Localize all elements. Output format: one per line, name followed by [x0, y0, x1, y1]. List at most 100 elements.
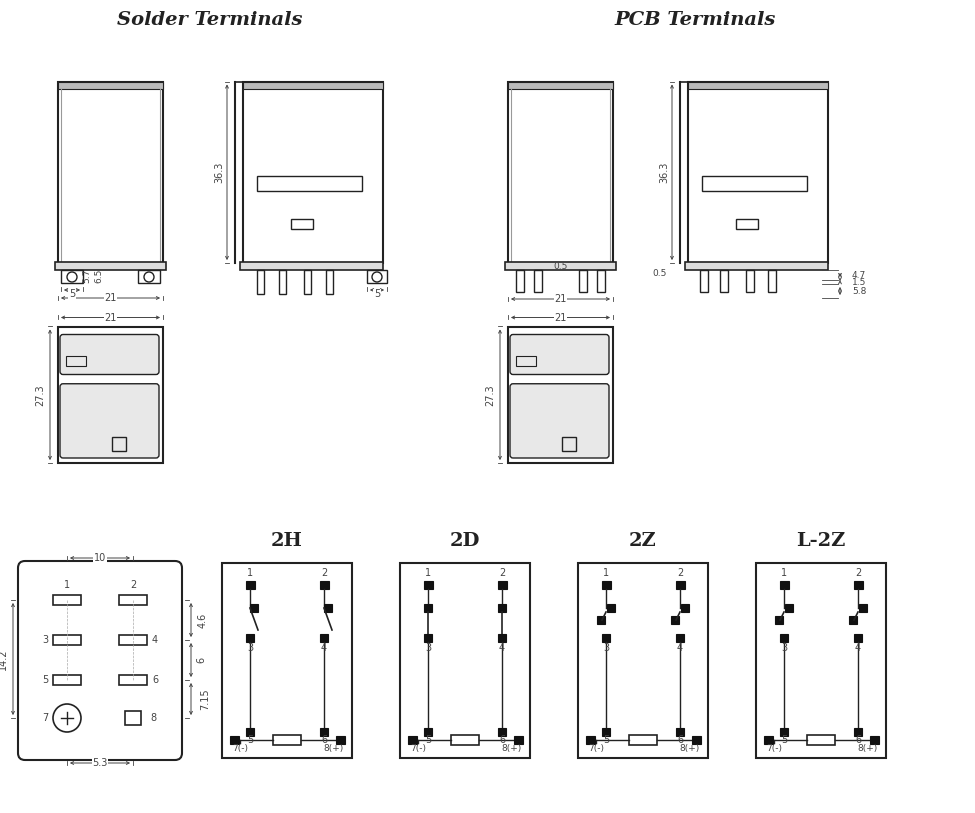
Bar — [854, 581, 863, 589]
Bar — [578, 563, 708, 758]
Bar — [119, 595, 147, 605]
Text: 36.3: 36.3 — [659, 162, 669, 183]
Text: 21: 21 — [104, 293, 117, 303]
Bar — [505, 262, 616, 270]
Bar — [246, 581, 255, 589]
Bar — [514, 736, 523, 744]
Bar — [53, 635, 81, 645]
FancyBboxPatch shape — [60, 334, 159, 375]
Bar — [125, 711, 141, 725]
Text: 4.6: 4.6 — [198, 612, 208, 628]
Bar — [408, 736, 417, 744]
Text: 2: 2 — [855, 568, 861, 578]
Text: 4: 4 — [677, 643, 683, 653]
Text: 1: 1 — [425, 568, 431, 578]
Text: 6: 6 — [321, 735, 327, 745]
Bar — [240, 262, 383, 270]
Bar — [250, 604, 258, 612]
Bar — [671, 616, 679, 624]
Text: Solder Terminals: Solder Terminals — [117, 11, 303, 29]
Text: 7(-): 7(-) — [232, 745, 248, 754]
Bar — [849, 616, 857, 624]
Bar — [870, 736, 879, 744]
Bar — [112, 437, 126, 451]
Text: 21: 21 — [104, 312, 117, 323]
Bar — [320, 728, 328, 736]
Bar — [246, 728, 254, 736]
Bar — [58, 327, 163, 463]
Bar — [304, 270, 311, 294]
Bar — [119, 675, 147, 685]
Bar — [424, 634, 432, 642]
Text: 2: 2 — [130, 580, 137, 590]
Text: 5.7: 5.7 — [83, 269, 92, 283]
Text: 5.3: 5.3 — [93, 758, 107, 768]
Text: 36.3: 36.3 — [214, 162, 224, 183]
Bar — [607, 604, 615, 612]
Bar — [400, 563, 530, 758]
Bar — [597, 270, 605, 292]
Text: 8(+): 8(+) — [680, 745, 700, 754]
Bar — [367, 270, 387, 283]
Bar — [516, 356, 536, 367]
Bar — [780, 634, 788, 642]
Bar — [629, 735, 657, 745]
Bar — [119, 635, 147, 645]
Text: 8(+): 8(+) — [324, 745, 344, 754]
Bar — [720, 270, 728, 292]
Bar — [222, 563, 352, 758]
Bar — [516, 270, 524, 292]
Bar — [780, 581, 789, 589]
Bar — [273, 735, 301, 745]
Bar — [424, 581, 433, 589]
Bar — [246, 634, 254, 642]
Bar — [756, 563, 886, 758]
Bar — [785, 604, 793, 612]
Text: 4.7: 4.7 — [852, 271, 866, 280]
FancyBboxPatch shape — [18, 561, 182, 760]
Bar — [424, 728, 432, 736]
Text: 4: 4 — [321, 643, 327, 653]
Text: 7(-): 7(-) — [588, 745, 604, 754]
Text: 2: 2 — [499, 568, 505, 578]
Bar — [257, 270, 264, 294]
Bar — [681, 604, 689, 612]
Text: 5: 5 — [42, 675, 48, 685]
Text: PCB Terminals: PCB Terminals — [614, 11, 776, 29]
Bar — [688, 81, 828, 263]
Text: 4: 4 — [152, 635, 158, 645]
Text: 1: 1 — [247, 568, 254, 578]
Text: 3: 3 — [247, 643, 254, 653]
Text: 10: 10 — [94, 553, 106, 563]
Bar — [579, 270, 587, 292]
Text: 5: 5 — [425, 735, 431, 745]
Bar — [451, 735, 479, 745]
FancyBboxPatch shape — [510, 334, 609, 375]
Bar — [243, 81, 383, 89]
Bar — [498, 728, 506, 736]
Bar — [58, 81, 163, 89]
Bar — [700, 270, 708, 292]
Text: 5: 5 — [373, 289, 380, 299]
Bar — [602, 728, 610, 736]
Bar — [243, 81, 383, 263]
FancyBboxPatch shape — [510, 384, 609, 458]
Text: 4: 4 — [499, 643, 505, 653]
Text: 21: 21 — [555, 312, 566, 323]
Bar — [138, 270, 160, 283]
Text: 1: 1 — [64, 580, 70, 590]
FancyBboxPatch shape — [60, 384, 159, 458]
Text: 6: 6 — [677, 735, 683, 745]
Text: 0.5: 0.5 — [653, 268, 667, 277]
Text: 14.2: 14.2 — [0, 648, 8, 670]
Bar — [230, 736, 239, 744]
Text: 5: 5 — [781, 735, 787, 745]
Bar — [534, 270, 542, 292]
Text: 0.5: 0.5 — [554, 262, 567, 271]
Bar — [602, 581, 611, 589]
Text: 1: 1 — [781, 568, 787, 578]
Bar — [676, 581, 685, 589]
Bar — [508, 81, 613, 263]
Text: 8: 8 — [150, 713, 156, 723]
Bar — [854, 728, 862, 736]
